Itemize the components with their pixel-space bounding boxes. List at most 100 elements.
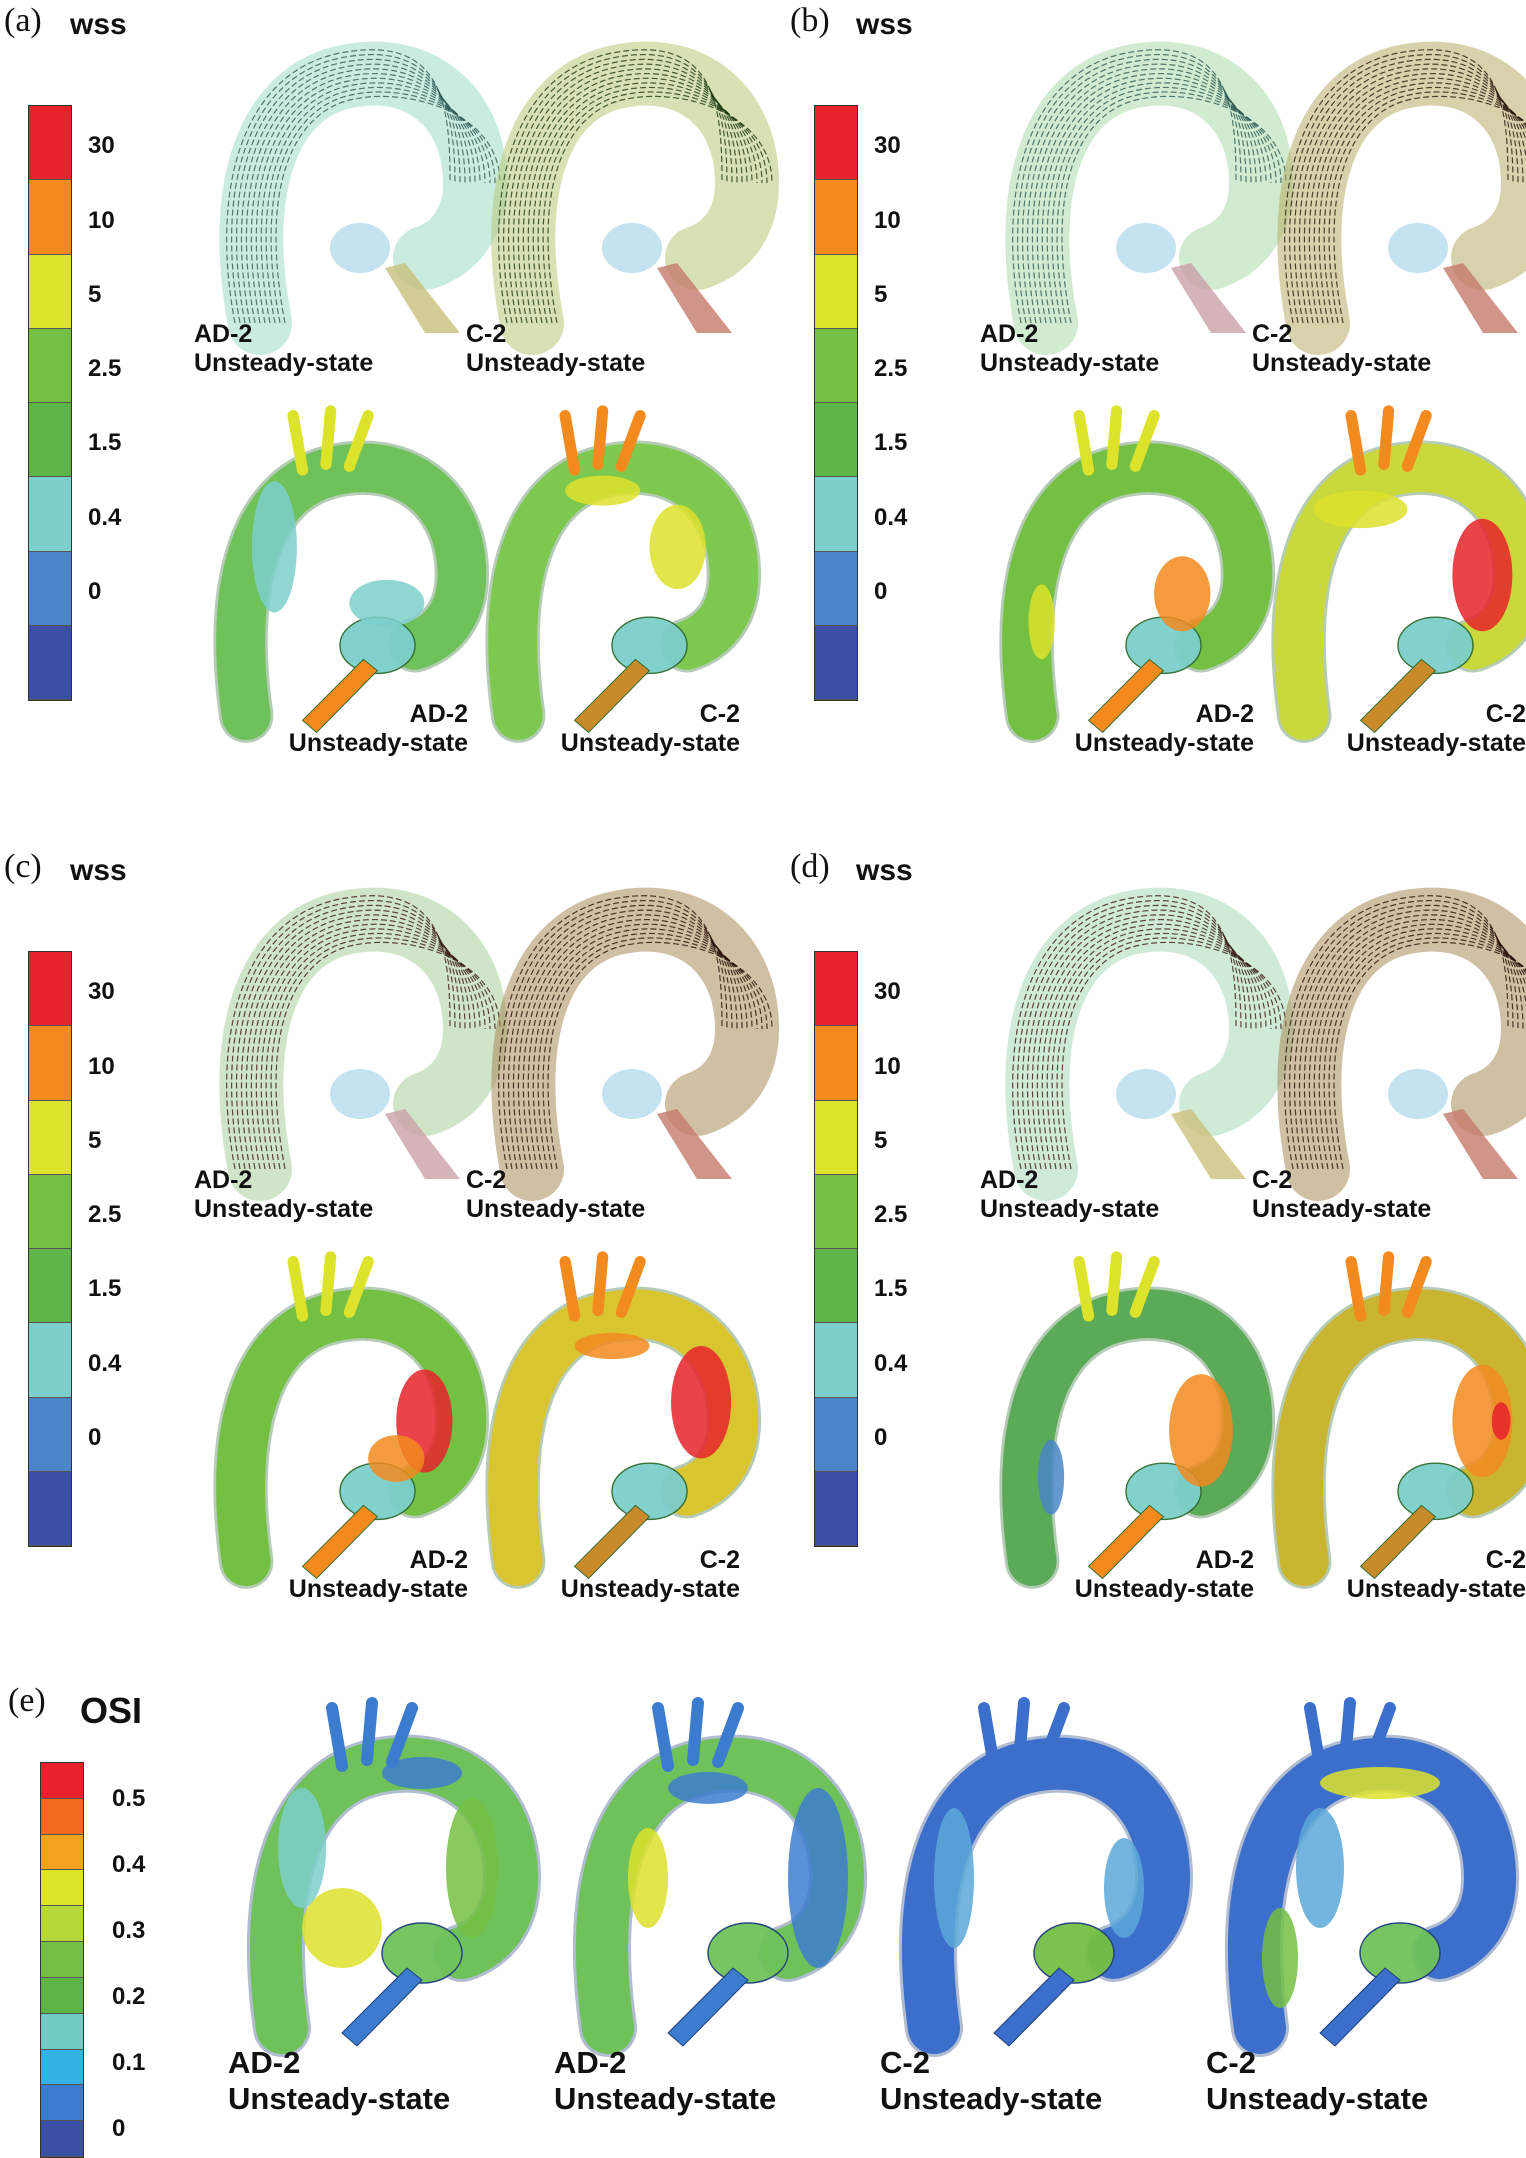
model-name: AD-2	[194, 320, 253, 348]
state-name: Unsteady-state	[560, 729, 740, 757]
model-label: C-2 Unsteady-state	[466, 320, 645, 378]
model-name: AD-2	[1195, 700, 1254, 728]
model-name: C-2	[1252, 320, 1293, 348]
colorbar-segment	[41, 1906, 83, 1943]
colorbar-tick-label: 1.5	[874, 429, 908, 457]
streamline-visualization	[219, 887, 508, 1201]
osi-surface-visualization	[899, 1697, 1194, 2057]
colorbar-segment	[815, 254, 857, 329]
wss-panel-c: (c) wss 30 10 5 2.5 1.5 0.4 0 AD-2 Unsteady-state C…	[0, 846, 780, 1626]
model-name: AD-2	[980, 1166, 1039, 1194]
model-label: AD-2 Unsteady-state	[194, 1166, 373, 1224]
wss-surface-visualization	[213, 405, 490, 743]
colorbar-segment	[815, 1323, 857, 1398]
colorbar-segment	[29, 1100, 71, 1175]
streamline-visualization	[1277, 887, 1526, 1201]
state-name: Unsteady-state	[1346, 1575, 1526, 1603]
colorbar-segment	[29, 625, 71, 700]
colorbar-segment	[41, 1942, 83, 1978]
state-name: Unsteady-state	[288, 1575, 468, 1603]
osi-surface-visualization	[1225, 1697, 1520, 2057]
colorbar-tick-label: 30	[874, 978, 901, 1006]
colorbar-segment	[29, 1174, 71, 1249]
osi-surface-visualization	[247, 1697, 542, 2057]
state-name: Unsteady-state	[980, 1195, 1160, 1223]
colorbar-tick-label: 0.1	[112, 2049, 146, 2076]
wss-panel-d: (d) wss 30 10 5 2.5 1.5 0.4 0 AD-2 Unsteady-state C…	[786, 846, 1526, 1626]
wss-surface-visualization	[999, 1251, 1276, 1589]
model-name: C-2	[466, 1166, 507, 1194]
model-name: AD-2	[409, 700, 468, 728]
colorbar-tick-label: 0.4	[874, 503, 908, 531]
state-name: Unsteady-state	[980, 349, 1160, 377]
colorbar-segment	[29, 106, 71, 181]
colorbar-segment	[29, 180, 71, 255]
state-name: Unsteady-state	[1074, 1575, 1254, 1603]
streamline-visualization	[219, 41, 508, 355]
model-label: AD-2 Unsteady-state	[262, 700, 468, 758]
colorbar-tick-label: 0.3	[112, 1917, 146, 1944]
model-name: AD-2	[228, 2045, 301, 2080]
model-name: C-2	[1252, 1166, 1293, 1194]
colorbar-tick-label: 0	[112, 2115, 126, 2142]
colorbar-tick-label: 10	[874, 1052, 901, 1080]
state-name: Unsteady-state	[1252, 349, 1432, 377]
model-label: C-2 Unsteady-state	[466, 1166, 645, 1224]
colorbar-segment	[29, 1249, 71, 1324]
colorbar-tick-label: 0	[874, 577, 888, 605]
colorbar-tick-label: 0.4	[874, 1349, 908, 1377]
model-name: C-2	[699, 1546, 740, 1574]
colorbar-segment	[815, 625, 857, 700]
wss-colorbar-title: wss	[856, 854, 913, 887]
model-name: C-2	[1485, 700, 1526, 728]
osi-colorbar	[40, 1762, 84, 2158]
streamline-visualization	[1277, 41, 1526, 355]
colorbar-tick-label: 5	[874, 1126, 888, 1154]
colorbar-segment	[815, 180, 857, 255]
colorbar-segment	[815, 106, 857, 181]
colorbar-segment	[41, 2085, 83, 2122]
model-label: C-2 Unsteady-state	[1206, 2045, 1428, 2117]
wss-colorbar-title: wss	[70, 854, 127, 887]
colorbar-segment	[29, 254, 71, 329]
colorbar-segment	[815, 1471, 857, 1546]
model-name: AD-2	[194, 1166, 253, 1194]
colorbar-tick-label: 2.5	[874, 355, 908, 382]
colorbar-segment	[29, 952, 71, 1027]
model-name: C-2	[466, 320, 507, 348]
colorbar-segment	[41, 1834, 83, 1871]
model-name: AD-2	[409, 1546, 468, 1574]
wss-colorbar	[814, 951, 858, 1547]
state-name: Unsteady-state	[194, 349, 374, 377]
model-label: C-2 Unsteady-state	[1252, 320, 1431, 378]
colorbar-tick-label: 30	[88, 132, 115, 160]
colorbar-segment	[41, 1798, 83, 1835]
state-name: Unsteady-state	[1252, 1195, 1432, 1223]
colorbar-tick-label: 1.5	[88, 429, 122, 457]
colorbar-segment	[29, 551, 71, 626]
colorbar-segment	[815, 1174, 857, 1249]
state-name: Unsteady-state	[1346, 729, 1526, 757]
wss-surface-visualization	[999, 405, 1276, 743]
wss-panel-b: (b) wss 30 10 5 2.5 1.5 0.4 0 AD-2 Unsteady-state C…	[786, 0, 1526, 780]
colorbar-tick-label: 2.5	[88, 1201, 122, 1228]
model-label: AD-2 Unsteady-state	[1048, 700, 1254, 758]
colorbar-tick-label: 1.5	[88, 1275, 122, 1303]
model-name: C-2	[1206, 2045, 1256, 2080]
colorbar-segment	[29, 1026, 71, 1101]
state-name: Unsteady-state	[880, 2081, 1103, 2116]
state-name: Unsteady-state	[288, 729, 468, 757]
wss-surface-visualization	[485, 405, 762, 743]
colorbar-tick-label: 10	[88, 1052, 115, 1080]
panel-label-a: (a)	[4, 2, 42, 39]
colorbar-segment	[41, 1977, 83, 2014]
colorbar-segment	[29, 1323, 71, 1398]
wss-colorbar	[28, 951, 72, 1547]
panel-label-d: (d)	[790, 848, 830, 885]
model-label: AD-2 Unsteady-state	[980, 320, 1159, 378]
panel-label-c: (c)	[4, 848, 42, 885]
colorbar-tick-label: 0.5	[112, 1785, 146, 1812]
colorbar-segment	[29, 328, 71, 403]
colorbar-tick-label: 2.5	[874, 1201, 908, 1228]
colorbar-tick-label: 2.5	[88, 355, 122, 382]
